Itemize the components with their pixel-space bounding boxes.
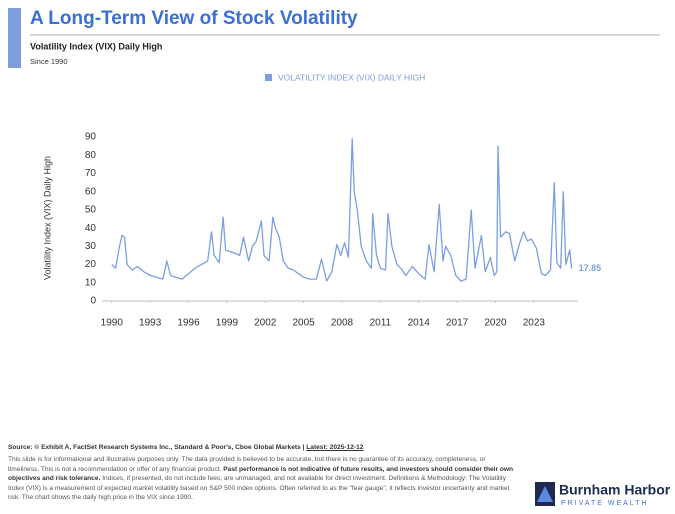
x-tick-label: 2017 [446,318,469,329]
disclaimer: This slide is for informational and illu… [8,455,518,502]
x-tick-label: 1996 [177,318,200,329]
source-text: Source: © Exhibit A, FactSet Research Sy… [8,444,307,451]
x-tick-label: 2005 [293,318,316,329]
x-tick-label: 2002 [254,318,277,329]
x-tick-label: 2014 [408,318,431,329]
y-tick-label: 80 [85,150,97,161]
y-tick-label: 70 [85,168,97,179]
x-tick-label: 1993 [139,318,162,329]
y-tick-label: 30 [85,241,97,252]
series-line [111,138,573,282]
disclaimer-text: This slide is for informational and illu… [8,456,486,473]
x-tick-label: 2011 [370,318,392,329]
legend-swatch [265,74,272,81]
x-tick-label: 1990 [101,318,124,329]
latest: Latest: 2025-12-12 [306,444,364,451]
y-tick-label: 10 [85,277,97,288]
x-tick-label: 2020 [484,318,507,329]
y-axis-label: Volatility Index (VIX) Daily High [42,156,52,280]
accent-bar [8,8,21,68]
x-tick-label: 2008 [331,318,354,329]
y-tick-label: 20 [85,259,97,270]
legend-label: VOLATILITY INDEX (VIX) DAILY HIGH [278,72,425,82]
data-label: 17.85 [579,263,602,273]
source: Source: © Exhibit A, FactSet Research Sy… [8,443,518,452]
x-tick-label: 1999 [216,318,239,329]
title: A Long-Term View of Stock Volatility [30,8,358,29]
subtitle: Volatility Index (VIX) Daily High [30,41,162,51]
footer: Source: © Exhibit A, FactSet Research Sy… [8,443,518,502]
y-tick-label: 50 [85,205,97,216]
y-tick-label: 40 [85,223,97,234]
x-tick-label: 2023 [523,318,546,329]
y-tick-label: 60 [85,186,97,197]
y-tick-label: 90 [85,132,97,143]
disclaimer-text: Indices, if presented, do not include fe… [8,475,510,502]
note: Since 1990 [30,57,68,66]
y-tick-label: 0 [90,296,96,307]
disclaimer-bold: Past performance is not indicative of fu… [8,465,514,483]
